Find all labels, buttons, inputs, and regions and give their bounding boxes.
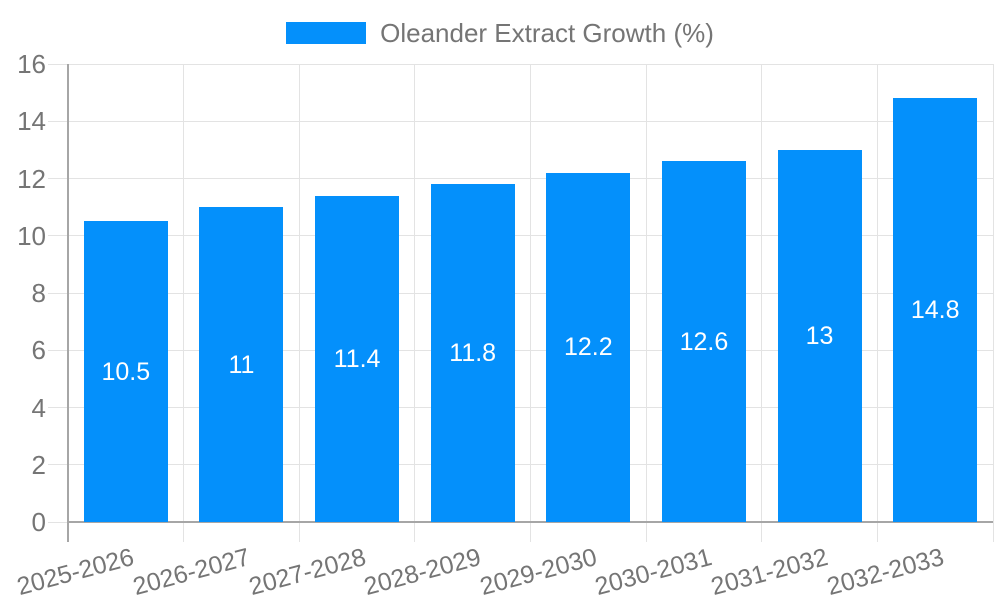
legend[interactable]: Oleander Extract Growth (%) xyxy=(0,18,1000,48)
gridline-horizontal xyxy=(48,464,993,466)
gridline-horizontal xyxy=(48,178,993,179)
y-tick-label: 8 xyxy=(31,278,46,308)
legend-swatch-icon xyxy=(286,22,367,44)
x-tick-label: 2032-2033 xyxy=(823,543,947,600)
gridline-horizontal xyxy=(48,349,993,351)
gridline-vertical xyxy=(876,64,878,542)
x-tick-label: 2029-2030 xyxy=(476,543,600,600)
x-tick-label: 2027-2028 xyxy=(245,543,369,600)
y-tick-label: 4 xyxy=(31,392,46,423)
bar-2032-2033[interactable] xyxy=(893,98,978,522)
gridline-vertical xyxy=(414,64,416,542)
gridline-horizontal xyxy=(48,235,993,237)
y-axis-line xyxy=(67,64,69,542)
bar-2031-2032[interactable] xyxy=(777,149,862,522)
x-tick-label: 2028-2029 xyxy=(361,543,484,600)
gridline-horizontal xyxy=(48,292,993,294)
x-tick-label: 2025-2026 xyxy=(14,543,138,600)
legend-label: Oleander Extract Growth (%) xyxy=(380,17,714,48)
bar-2030-2031[interactable] xyxy=(661,161,746,522)
bar-2026-2027[interactable] xyxy=(199,207,284,522)
y-tick-label: 16 xyxy=(17,49,46,79)
gridline-horizontal xyxy=(48,63,993,65)
y-tick-label: 10 xyxy=(17,220,46,251)
bar-2028-2029[interactable] xyxy=(430,184,515,522)
gridline-horizontal xyxy=(48,120,993,122)
x-tick-label: 2030-2031 xyxy=(592,543,716,600)
gridline-vertical xyxy=(530,64,531,542)
bar-2025-2026[interactable] xyxy=(83,221,168,522)
y-tick-label: 6 xyxy=(31,335,46,366)
gridline-vertical xyxy=(992,64,994,542)
bar-2029-2030[interactable] xyxy=(546,172,631,522)
gridline-vertical xyxy=(298,64,300,542)
gridline-vertical xyxy=(761,64,763,542)
y-tick-label: 0 xyxy=(31,507,46,537)
x-tick-label: 2031-2032 xyxy=(708,543,831,600)
gridline-horizontal xyxy=(48,407,993,408)
y-tick-label: 2 xyxy=(31,449,46,480)
x-tick-label: 2026-2027 xyxy=(129,543,253,600)
y-tick-label: 14 xyxy=(17,106,46,137)
bar-2027-2028[interactable] xyxy=(315,195,400,522)
x-axis-line xyxy=(68,521,993,523)
gridline-vertical xyxy=(183,64,185,542)
gridline-vertical xyxy=(645,64,647,542)
y-tick-label: 12 xyxy=(17,163,46,194)
